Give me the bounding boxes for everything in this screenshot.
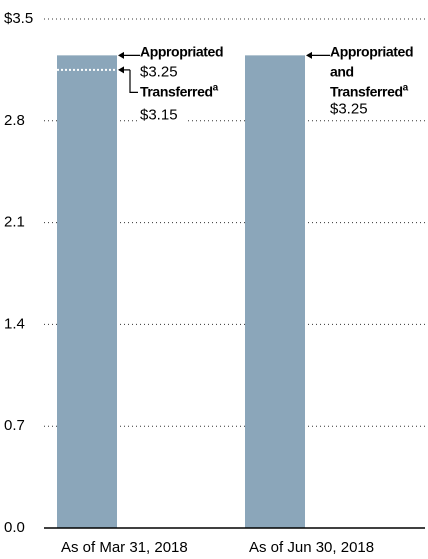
y-tick-label: 0.0: [4, 519, 25, 536]
y-tick-label: 0.7: [4, 417, 25, 434]
bracket: [129, 69, 138, 93]
y-tick-label: $3.5: [4, 10, 33, 27]
y-tick-label: 1.4: [4, 315, 25, 332]
annotation-line: Appropriated: [330, 43, 413, 59]
x-tick-label: As of Jun 30, 2018: [249, 539, 374, 556]
annotation-text: Transferreda: [140, 82, 219, 99]
value-label: $3.15: [140, 106, 178, 123]
y-tick-label: 2.8: [4, 112, 25, 129]
bar: [57, 55, 117, 528]
bar: [245, 55, 305, 528]
arrow-head: [306, 51, 312, 59]
label-bg: [328, 100, 378, 119]
value-label: $3.25: [140, 63, 178, 80]
arrow-head: [118, 51, 124, 59]
annotation-note: a: [403, 82, 409, 93]
annotation-text: Transferreda: [330, 82, 409, 99]
x-tick-label: As of Mar 31, 2018: [61, 539, 188, 556]
value-label: $3.25: [330, 100, 368, 117]
annotation-line: and: [330, 63, 354, 79]
annotation-line: Appropriated: [140, 43, 223, 59]
annotation-line: Transferred: [140, 83, 213, 99]
annotation-text: and: [330, 63, 354, 79]
arrow-head: [118, 66, 124, 74]
label-bg: [138, 106, 188, 125]
annotation-text: Appropriated: [140, 43, 223, 59]
annotation-line: Transferred: [330, 83, 403, 99]
annotation-note: a: [213, 82, 219, 93]
annotation-text: Appropriated: [330, 43, 413, 59]
y-tick-label: 2.1: [4, 214, 25, 231]
